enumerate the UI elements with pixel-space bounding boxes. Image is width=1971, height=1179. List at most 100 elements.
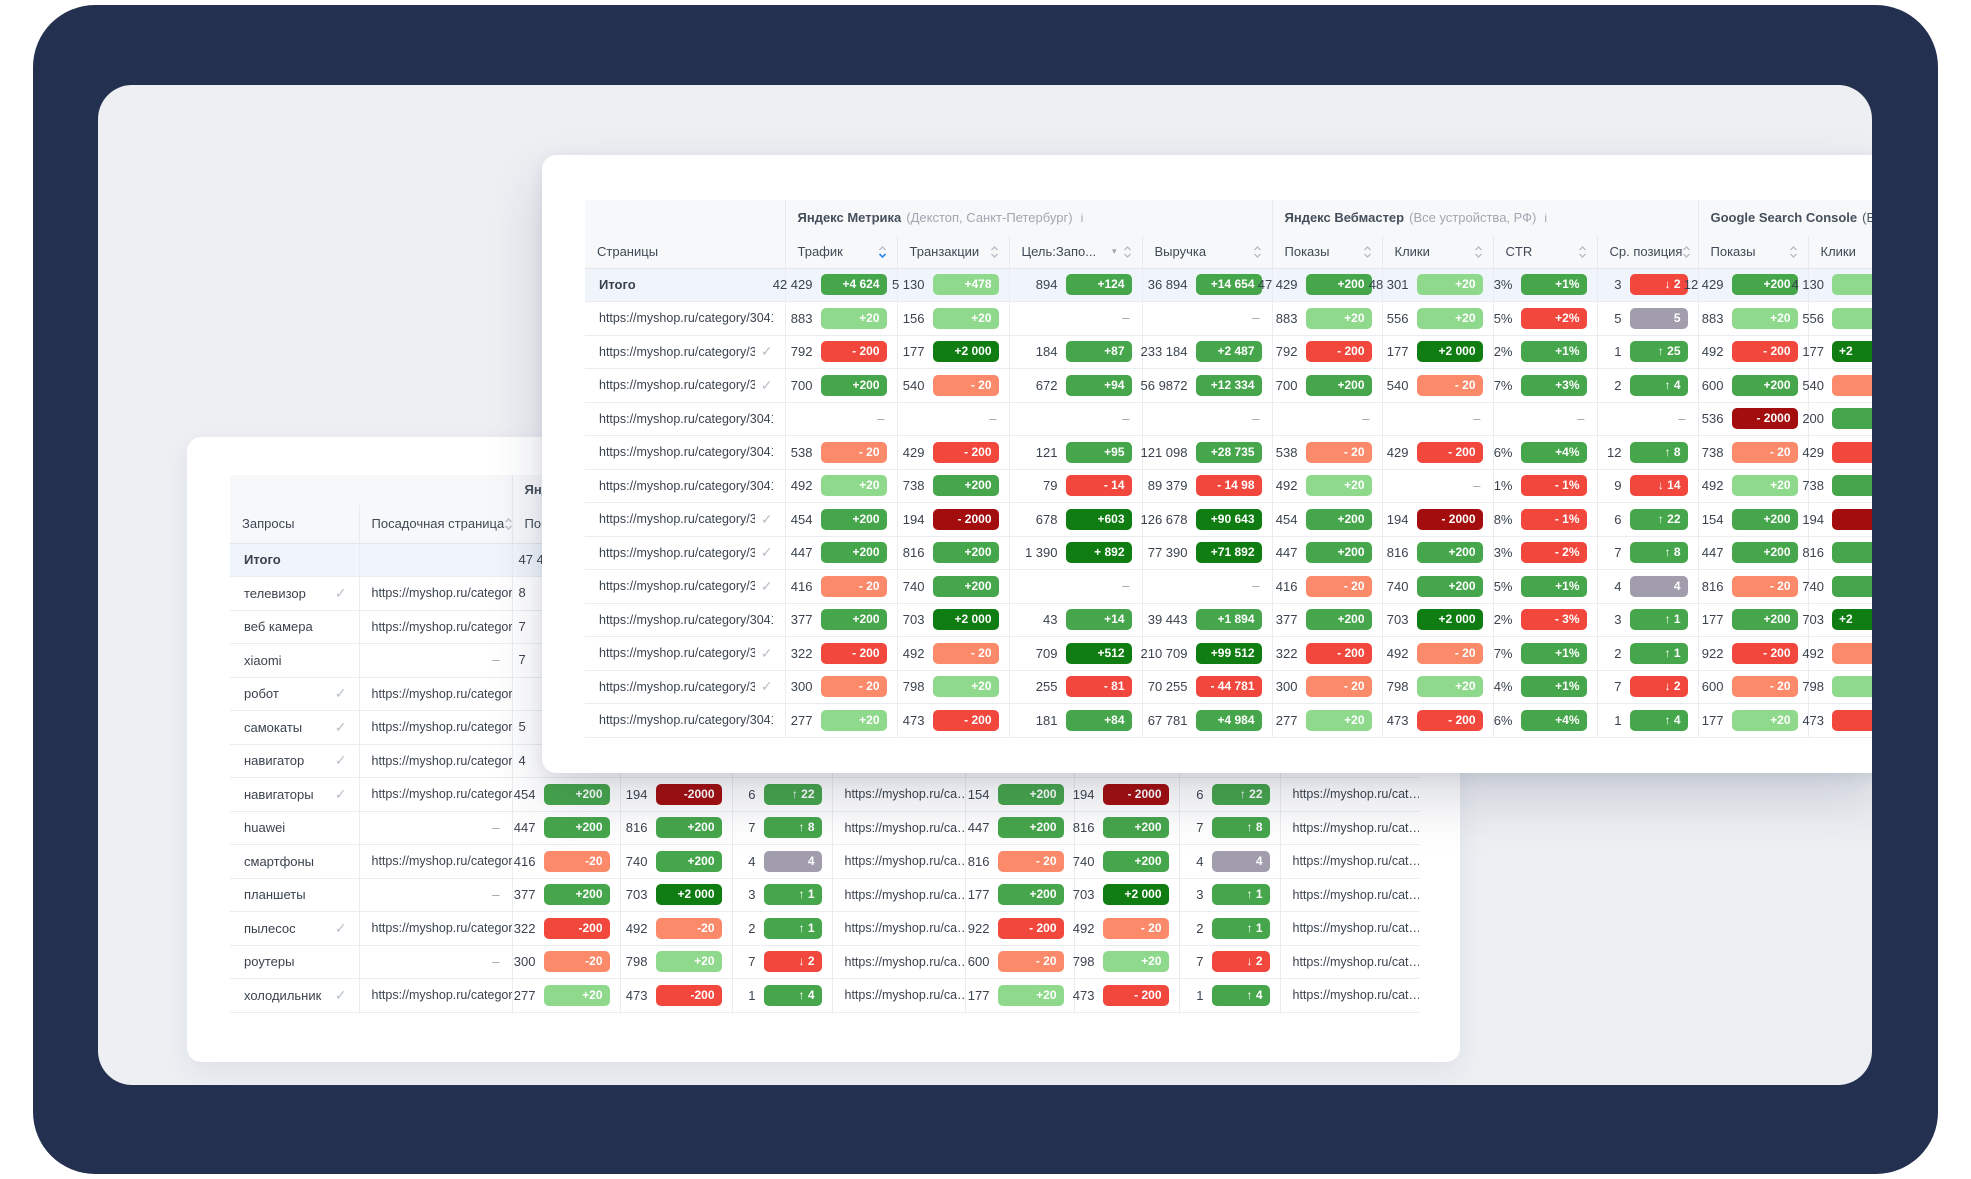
column-header-queries[interactable]: Запросы bbox=[230, 505, 359, 543]
metric-value: 2 bbox=[1196, 920, 1204, 936]
landing-url-link[interactable]: https://myshop.ru/ca… bbox=[844, 988, 966, 1003]
page-url-link[interactable]: https://myshop.ru/category/30415 bbox=[599, 311, 773, 326]
metric-cell: 6 ↑ 22 bbox=[731, 777, 832, 811]
landing-url-link[interactable]: https://myshop.ru/ca… bbox=[844, 820, 966, 835]
metric-cell: 377 +200 bbox=[511, 878, 620, 912]
landing-url-link[interactable]: https://myshop.ru/cat… bbox=[1292, 854, 1420, 869]
page-url-link[interactable]: https://myshop.ru/category/3… bbox=[599, 579, 755, 594]
landing-url-link[interactable]: https://myshop.ru/categor… bbox=[371, 753, 513, 768]
landing-url-link[interactable]: https://myshop.ru/cat… bbox=[1292, 988, 1420, 1003]
page-url-link[interactable]: https://myshop.ru/category/3… bbox=[599, 646, 755, 661]
landing-url-link[interactable]: https://myshop.ru/categor… bbox=[371, 619, 513, 634]
metric-value: 536 bbox=[1701, 411, 1724, 427]
metric-cell: 6 ↑ 22 bbox=[1178, 777, 1280, 811]
landing-url-link[interactable]: https://myshop.ru/categor… bbox=[371, 720, 513, 735]
change-badge: - 2000 bbox=[1416, 508, 1483, 530]
metric-cell: 492 +20 bbox=[784, 469, 897, 503]
change-badge: - 200 bbox=[1731, 341, 1798, 363]
page-url-link[interactable]: https://myshop.ru/category/3… bbox=[599, 512, 755, 527]
sort-icon-active-desc[interactable] bbox=[878, 245, 887, 258]
metric-cell: 740 +200 bbox=[1381, 569, 1493, 603]
page-url-link[interactable]: https://myshop.ru/category/30415 bbox=[599, 445, 773, 460]
column-header-revenue[interactable]: Выручка bbox=[1141, 236, 1272, 268]
sort-icon[interactable] bbox=[1474, 245, 1483, 258]
metric-value: 89 379 bbox=[1147, 478, 1188, 494]
column-header-gsc-impressions[interactable]: Показы bbox=[1697, 236, 1808, 268]
page-url-link[interactable]: https://myshop.ru/category/30415 bbox=[599, 478, 773, 493]
column-label: Пок bbox=[524, 516, 547, 532]
change-badge: +478 bbox=[932, 274, 999, 296]
change-badge: ↑ 22 bbox=[1211, 783, 1270, 805]
column-header-wm-impressions[interactable]: Показы bbox=[1271, 236, 1382, 268]
page-url-link[interactable]: https://myshop.ru/category/30415 bbox=[599, 713, 773, 728]
page-url-link[interactable]: https://myshop.ru/category/30415 bbox=[599, 411, 773, 426]
sort-icon[interactable] bbox=[1578, 245, 1587, 258]
page-url-link[interactable]: https://myshop.ru/category/3… bbox=[599, 378, 755, 393]
page-url-link[interactable]: https://myshop.ru/category/30415 bbox=[599, 612, 773, 627]
check-icon: ✓ bbox=[334, 584, 347, 601]
change-badge: - 200 bbox=[1102, 984, 1169, 1006]
landing-url-link[interactable]: https://myshop.ru/categor… bbox=[371, 787, 513, 802]
landing-url-link[interactable]: https://myshop.ru/ca… bbox=[844, 887, 966, 902]
metric-cell: 377 +200 bbox=[784, 603, 897, 637]
landing-url-link[interactable]: https://myshop.ru/ca… bbox=[844, 954, 966, 969]
column-header-avg-position[interactable]: Ср. позиция bbox=[1596, 236, 1698, 268]
page-url-link[interactable]: https://myshop.ru/category/3… bbox=[599, 344, 755, 359]
metric-cell: 447 +200 bbox=[511, 811, 620, 845]
metric-value: 6 bbox=[1614, 511, 1622, 527]
landing-url-link[interactable]: https://myshop.ru/cat… bbox=[1292, 921, 1420, 936]
sort-icon[interactable] bbox=[1789, 245, 1798, 258]
landing-url-link[interactable]: https://myshop.ru/ca… bbox=[844, 787, 966, 802]
dropdown-caret-icon[interactable]: ▾ bbox=[1111, 246, 1117, 257]
landing-url-cell: https://myshop.ru/ca… bbox=[831, 878, 966, 912]
landing-url-link[interactable]: https://myshop.ru/cat… bbox=[1292, 787, 1420, 802]
landing-url-link[interactable]: https://myshop.ru/categor… bbox=[371, 921, 513, 936]
page-url-link[interactable]: https://myshop.ru/category/3… bbox=[599, 679, 755, 694]
column-header-transactions[interactable]: Транзакции bbox=[896, 236, 1009, 268]
change-badge: - 200 bbox=[1305, 341, 1372, 363]
sort-icon[interactable] bbox=[1363, 245, 1372, 258]
landing-url-link[interactable]: https://myshop.ru/ca… bbox=[844, 921, 966, 936]
column-header-traffic[interactable]: Трафик bbox=[784, 236, 897, 268]
landing-url-link[interactable]: https://myshop.ru/ca… bbox=[844, 854, 966, 869]
metric-value: 7 bbox=[1196, 820, 1204, 836]
change-badge: -200 bbox=[543, 917, 610, 939]
landing-url-cell: – bbox=[358, 878, 512, 912]
metric-value: 1% bbox=[1493, 478, 1513, 494]
landing-url-link[interactable]: https://myshop.ru/categor… bbox=[371, 854, 513, 869]
sort-icon[interactable] bbox=[504, 517, 512, 530]
landing-url-link[interactable]: https://myshop.ru/cat… bbox=[1292, 954, 1420, 969]
landing-url-link[interactable]: https://myshop.ru/categor… bbox=[371, 586, 513, 601]
landing-url-link[interactable]: https://myshop.ru/categor… bbox=[371, 988, 513, 1003]
metric-value: 540 bbox=[902, 377, 925, 393]
landing-url-link[interactable]: https://myshop.ru/categor… bbox=[371, 686, 513, 701]
change-badge: - 20 bbox=[820, 575, 887, 597]
metric-cell: – bbox=[1008, 301, 1142, 335]
sort-icon[interactable] bbox=[1253, 245, 1262, 258]
change-badge bbox=[1832, 374, 1872, 396]
column-header-goal[interactable]: Цель:Запо... ▾ bbox=[1008, 236, 1142, 268]
column-label: Посадочная страница bbox=[371, 516, 505, 532]
info-icon[interactable]: i bbox=[1080, 211, 1084, 225]
column-header-pages[interactable]: Страницы bbox=[585, 236, 785, 268]
column-header-wm-clicks[interactable]: Клики bbox=[1381, 236, 1493, 268]
column-header-gsc-clicks[interactable]: Клики bbox=[1807, 236, 1872, 268]
sort-icon[interactable] bbox=[1682, 245, 1691, 258]
table-row: роутеры –300 -20 798 +20 7 ↓ 2 https://myshop.r… bbox=[230, 945, 1420, 979]
sort-icon[interactable] bbox=[990, 245, 999, 258]
sort-icon[interactable] bbox=[1123, 245, 1132, 258]
metric-value: 492 bbox=[902, 645, 925, 661]
landing-url-link[interactable]: https://myshop.ru/cat… bbox=[1292, 820, 1420, 835]
change-badge: 4 bbox=[763, 850, 822, 872]
metric-value: 473 bbox=[625, 987, 648, 1003]
landing-url-link[interactable]: https://myshop.ru/cat… bbox=[1292, 887, 1420, 902]
page-url-link[interactable]: https://myshop.ru/category/3… bbox=[599, 545, 755, 560]
column-header-ctr[interactable]: CTR bbox=[1492, 236, 1597, 268]
landing-url-cell: https://myshop.ru/categor… bbox=[358, 677, 513, 711]
column-header-landing-page[interactable]: Посадочная страница bbox=[358, 505, 512, 543]
metric-value: 177 bbox=[1386, 344, 1409, 360]
table-row: https://myshop.ru/category/30415 883 +20 15… bbox=[585, 301, 1872, 335]
change-badge bbox=[1832, 475, 1872, 497]
info-icon[interactable]: i bbox=[1544, 211, 1548, 225]
